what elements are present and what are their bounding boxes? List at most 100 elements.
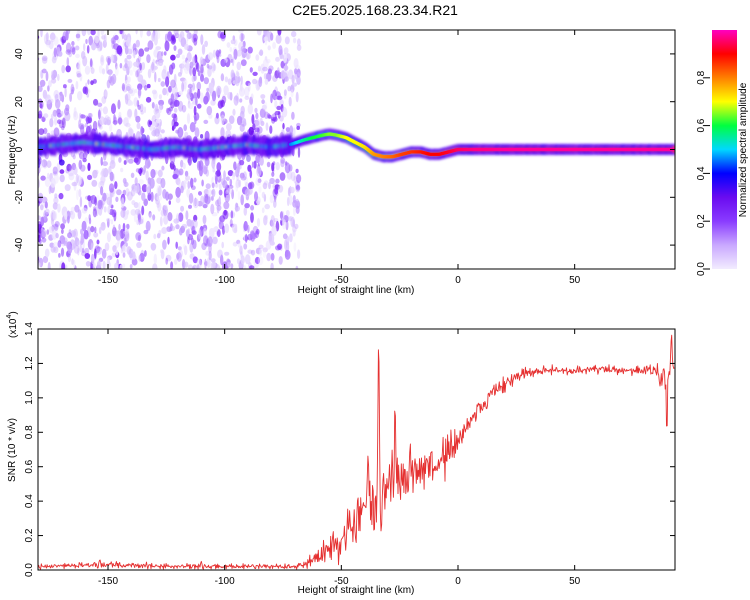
- y-tick-label: 1.2: [24, 356, 35, 370]
- noise-speckle: [211, 189, 214, 195]
- noise-speckle: [252, 71, 258, 76]
- noise-speckle: [269, 194, 274, 204]
- noise-speckle: [146, 83, 151, 89]
- noise-speckle: [235, 179, 240, 189]
- noise-speckle: [282, 52, 288, 63]
- noise-speckle: [296, 44, 302, 51]
- noise-speckle: [41, 238, 47, 243]
- noise-speckle: [217, 249, 223, 259]
- noise-speckle: [296, 122, 301, 128]
- noise-speckle: [146, 30, 152, 37]
- noise-speckle: [40, 204, 44, 211]
- figure-title: C2E5.2025.168.23.34.R21: [292, 2, 458, 18]
- noise-speckle: [88, 112, 93, 119]
- noise-speckle: [38, 234, 41, 243]
- noise-speckle: [277, 30, 282, 36]
- noise-speckle: [102, 260, 106, 269]
- noise-speckle: [186, 218, 192, 227]
- noise-speckle: [155, 118, 161, 124]
- noise-speckle: [56, 162, 61, 173]
- noise-speckle: [125, 83, 132, 91]
- noise-speckle: [143, 198, 148, 207]
- noise-speckle: [84, 247, 90, 255]
- noise-speckle: [45, 92, 48, 103]
- noise-speckle: [34, 153, 38, 157]
- noise-speckle: [216, 85, 222, 96]
- noise-speckle: [274, 95, 278, 100]
- noise-speckle: [69, 92, 72, 103]
- noise-speckle: [165, 76, 170, 88]
- noise-speckle: [204, 157, 210, 167]
- noise-speckle: [289, 186, 295, 194]
- noise-speckle: [238, 179, 242, 188]
- noise-speckle: [41, 55, 48, 62]
- noise-speckle: [204, 40, 209, 47]
- noise-speckle: [284, 162, 291, 174]
- noise-speckle: [160, 177, 166, 189]
- noise-speckle: [201, 44, 206, 55]
- noise-speckle: [290, 84, 295, 93]
- noise-speckle: [263, 73, 267, 80]
- noise-speckle: [123, 237, 127, 244]
- noise-speckle: [125, 122, 131, 128]
- noise-speckle: [79, 244, 83, 253]
- noise-speckle: [145, 220, 151, 232]
- noise-speckle: [109, 171, 114, 182]
- noise-speckle: [190, 177, 194, 188]
- noise-speckle: [186, 30, 189, 42]
- noise-speckle: [276, 67, 280, 78]
- noise-speckle: [249, 169, 253, 179]
- noise-speckle: [99, 116, 105, 126]
- noise-speckle: [98, 109, 101, 120]
- noise-speckle: [288, 195, 293, 206]
- noise-speckle: [118, 223, 121, 231]
- colorbar-bar: [712, 30, 737, 269]
- noise-speckle: [85, 261, 91, 267]
- noise-speckle: [193, 37, 198, 46]
- noise-speckle: [255, 112, 259, 120]
- noise-speckle: [279, 172, 286, 181]
- spectrogram-ridge-core-layer: [289, 132, 675, 159]
- noise-speckle: [45, 71, 49, 82]
- noise-speckle: [163, 51, 167, 56]
- noise-speckle: [296, 75, 301, 85]
- noise-speckle: [203, 119, 209, 124]
- noise-speckle: [245, 52, 251, 60]
- noise-speckle: [172, 124, 176, 129]
- noise-speckle: [294, 68, 298, 75]
- noise-speckle: [282, 233, 288, 240]
- noise-speckle: [175, 53, 181, 59]
- noise-speckle: [139, 103, 144, 113]
- noise-speckle: [173, 107, 178, 113]
- noise-speckle: [275, 178, 280, 184]
- noise-speckle: [244, 95, 250, 100]
- noise-speckle: [41, 230, 47, 238]
- noise-speckle: [283, 89, 287, 96]
- noise-speckle: [269, 125, 273, 134]
- y-tick-label: 0.6: [24, 459, 35, 473]
- noise-speckle: [140, 249, 145, 261]
- noise-speckle: [229, 46, 233, 53]
- noise-speckle: [275, 34, 282, 44]
- noise-speckle: [239, 98, 243, 103]
- noise-speckle: [100, 57, 104, 63]
- noise-speckle: [60, 247, 65, 257]
- noise-speckle: [240, 255, 245, 265]
- noise-speckle: [137, 87, 141, 99]
- noise-speckle: [266, 252, 272, 262]
- noise-speckle: [236, 239, 241, 245]
- noise-speckle: [110, 54, 114, 63]
- noise-speckle: [32, 118, 36, 128]
- noise-speckle: [47, 262, 51, 269]
- noise-speckle: [136, 122, 141, 130]
- noise-speckle: [90, 80, 94, 86]
- colorbar-label: Normalized spectral amplitude: [738, 82, 749, 217]
- noise-speckle: [183, 83, 187, 92]
- noise-speckle: [193, 219, 198, 228]
- noise-speckle: [211, 90, 217, 102]
- noise-speckle: [108, 58, 112, 64]
- noise-speckle: [267, 68, 272, 75]
- noise-speckle: [33, 261, 35, 265]
- noise-speckle: [133, 97, 139, 107]
- noise-speckle: [170, 79, 176, 88]
